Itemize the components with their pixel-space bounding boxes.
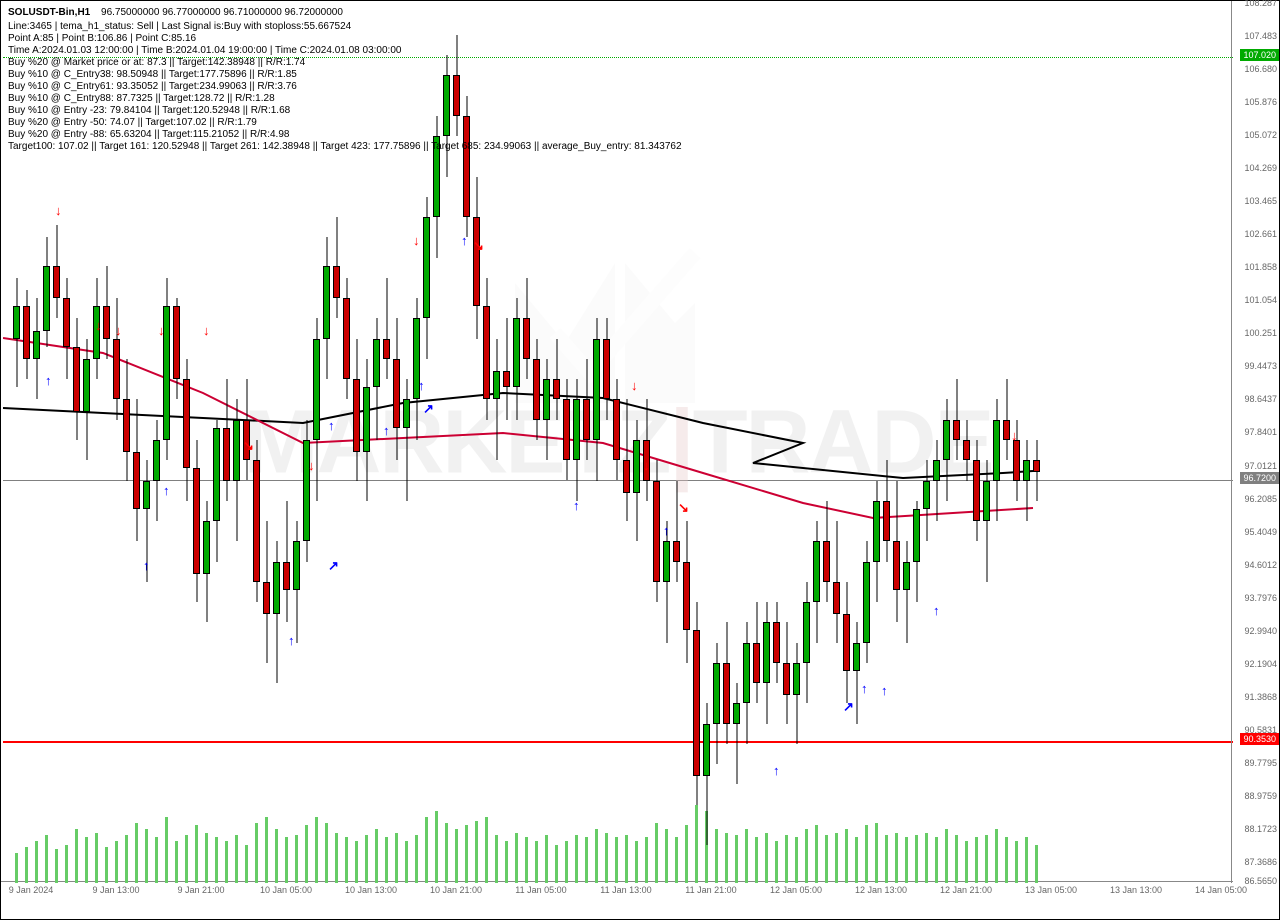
arrow-up-icon: ↑ bbox=[328, 418, 335, 433]
time-axis: 9 Jan 2024 9 Jan 13:00 9 Jan 21:00 10 Jan 0… bbox=[1, 881, 1233, 919]
arrow-diag-icon: ↘ bbox=[243, 438, 254, 454]
price-label: 101.858 bbox=[1244, 262, 1277, 272]
symbol-header: SOLUSDT-Bin,H1 96.75000000 96.77000000 9… bbox=[8, 7, 343, 18]
arrow-diag-icon: ↗ bbox=[328, 558, 339, 574]
time-label: 12 Jan 13:00 bbox=[855, 885, 907, 895]
time-label: 11 Jan 21:00 bbox=[685, 885, 736, 895]
time-label: 10 Jan 13:00 bbox=[345, 885, 397, 895]
price-label: 105.072 bbox=[1244, 130, 1277, 140]
time-label: 13 Jan 05:00 bbox=[1025, 885, 1077, 895]
time-label: 11 Jan 05:00 bbox=[515, 885, 566, 895]
price-label: 96.2085 bbox=[1244, 494, 1277, 504]
arrow-up-icon: ↑ bbox=[573, 498, 580, 513]
info-line: Buy %20 @ Entry -88: 65.63204 || Target:… bbox=[8, 129, 289, 140]
arrow-down-icon: ↓ bbox=[308, 458, 315, 473]
time-label: 9 Jan 13:00 bbox=[92, 885, 139, 895]
price-marker: 96.7200 bbox=[1240, 472, 1279, 484]
info-line: Line:3465 | tema_h1_status: Sell | Last … bbox=[8, 21, 351, 32]
arrow-diag-icon: ↘ bbox=[473, 238, 484, 254]
info-line: Buy %20 @ Entry -50: 74.07 || Target:107… bbox=[8, 117, 257, 128]
price-label: 98.6437 bbox=[1244, 394, 1277, 404]
info-line: Buy %10 @ C_Entry61: 93.35052 || Target:… bbox=[8, 81, 297, 92]
time-label: 13 Jan 13:00 bbox=[1110, 885, 1162, 895]
arrow-down-icon: ↓ bbox=[1011, 428, 1018, 443]
price-label: 87.3686 bbox=[1244, 857, 1277, 867]
arrow-up-icon: ↑ bbox=[163, 483, 170, 498]
arrow-down-icon: ↓ bbox=[643, 458, 650, 473]
info-line: Time A:2024.01.03 12:00:00 | Time B:2024… bbox=[8, 45, 401, 56]
price-label: 92.9940 bbox=[1244, 626, 1277, 636]
arrow-up-icon: ↑ bbox=[861, 681, 868, 696]
arrow-up-icon: ↑ bbox=[773, 763, 780, 778]
time-label: 9 Jan 21:00 bbox=[177, 885, 224, 895]
arrow-down-icon: ↓ bbox=[95, 318, 102, 333]
info-line: Point A:85 | Point B:106.86 | Point C:85… bbox=[8, 33, 196, 44]
price-label: 108.287 bbox=[1244, 0, 1277, 8]
info-line: Buy %20 @ Market price or at: 87.3 || Ta… bbox=[8, 57, 305, 68]
arrow-up-icon: ↑ bbox=[418, 378, 425, 393]
price-label: 107.483 bbox=[1244, 31, 1277, 41]
price-label: 104.269 bbox=[1244, 163, 1277, 173]
chart-area[interactable]: MARKETZ|TRADE SOLUSDT-Bin,H1 96.75000000… bbox=[3, 3, 1233, 883]
arrow-down-icon: ↓ bbox=[631, 378, 638, 393]
price-label: 101.054 bbox=[1244, 295, 1277, 305]
info-line: Buy %10 @ C_Entry38: 98.50948 || Target:… bbox=[8, 69, 297, 80]
price-label: 97.0121 bbox=[1244, 461, 1277, 471]
time-label: 11 Jan 13:00 bbox=[600, 885, 651, 895]
arrow-up-icon: ↑ bbox=[383, 423, 390, 438]
arrow-up-icon: ↑ bbox=[45, 373, 52, 388]
price-marker: 107.020 bbox=[1240, 49, 1279, 61]
price-label: 102.661 bbox=[1244, 229, 1277, 239]
price-label: 89.7795 bbox=[1244, 758, 1277, 768]
price-label: 97.8401 bbox=[1244, 427, 1277, 437]
info-line: Target100: 107.02 || Target 161: 120.529… bbox=[8, 141, 682, 152]
price-label: 86.5650 bbox=[1244, 876, 1277, 886]
price-label: 105.876 bbox=[1244, 97, 1277, 107]
time-label: 10 Jan 21:00 bbox=[430, 885, 482, 895]
arrow-up-icon: ↑ bbox=[143, 558, 150, 573]
price-label: 95.4049 bbox=[1244, 527, 1277, 537]
info-line: Buy %10 @ C_Entry88: 87.7325 || Target:1… bbox=[8, 93, 275, 104]
price-label: 91.3868 bbox=[1244, 692, 1277, 702]
price-label: 103.465 bbox=[1244, 196, 1277, 206]
price-label: 92.1904 bbox=[1244, 659, 1277, 669]
time-label: 14 Jan 05:00 bbox=[1195, 885, 1247, 895]
arrow-down-icon: ↓ bbox=[413, 233, 420, 248]
arrow-diag-icon: ↘ bbox=[678, 500, 689, 516]
arrow-down-icon: ↓ bbox=[115, 323, 122, 338]
price-axis: 108.287 107.483 106.680 105.876 105.072 104.2… bbox=[1231, 1, 1279, 883]
price-label: 99.4473 bbox=[1244, 361, 1277, 371]
info-line: Buy %10 @ Entry -23: 79.84104 || Target:… bbox=[8, 105, 290, 116]
arrow-up-icon: ↑ bbox=[933, 603, 940, 618]
time-label: 12 Jan 21:00 bbox=[940, 885, 992, 895]
time-label: 9 Jan 2024 bbox=[9, 885, 54, 895]
price-label: 94.6012 bbox=[1244, 560, 1277, 570]
time-label: 12 Jan 05:00 bbox=[770, 885, 822, 895]
price-label: 106.680 bbox=[1244, 64, 1277, 74]
arrow-up-icon: ↑ bbox=[288, 633, 295, 648]
arrow-up-icon: ↑ bbox=[663, 523, 670, 538]
arrow-down-icon: ↓ bbox=[55, 203, 62, 218]
arrow-down-icon: ↓ bbox=[158, 323, 165, 338]
price-marker: 90.3530 bbox=[1240, 733, 1279, 745]
arrow-up-icon: ↑ bbox=[461, 233, 468, 248]
chart-container[interactable]: MARKETZ|TRADE SOLUSDT-Bin,H1 96.75000000… bbox=[0, 0, 1280, 920]
price-label: 88.1723 bbox=[1244, 824, 1277, 834]
arrow-diag-icon: ↗ bbox=[423, 401, 434, 417]
price-label: 100.251 bbox=[1244, 328, 1277, 338]
arrow-down-icon: ↓ bbox=[203, 323, 210, 338]
price-label: 93.7976 bbox=[1244, 593, 1277, 603]
time-label: 10 Jan 05:00 bbox=[260, 885, 312, 895]
arrow-up-icon: ↑ bbox=[881, 683, 888, 698]
arrow-diag-icon: ↗ bbox=[843, 699, 854, 715]
price-label: 88.9759 bbox=[1244, 791, 1277, 801]
